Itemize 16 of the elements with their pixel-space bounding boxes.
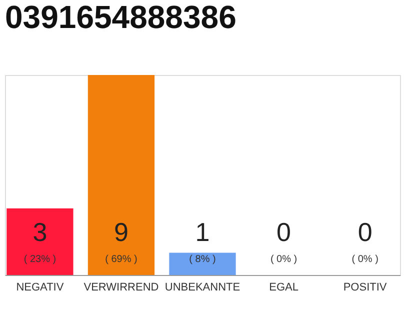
x-tick-label: VERWIRREND — [84, 282, 159, 294]
data-label: 9 — [114, 217, 128, 247]
annotation: ( 0% ) — [270, 254, 298, 265]
data-label: 0 — [276, 217, 292, 247]
x-tick-label: EGAL — [269, 282, 298, 294]
data-label: 1 — [195, 217, 210, 247]
x-tick-label: UNBEKANNTE — [164, 282, 240, 294]
x-tick-label: NEGATIV — [16, 282, 64, 294]
annotation: ( 69% ) — [105, 254, 138, 265]
x-tick-label: POSITIV — [343, 282, 388, 294]
data-label: 3 — [32, 217, 48, 247]
annotation: ( 8% ) — [189, 254, 216, 265]
data-label: 0 — [358, 217, 372, 247]
chart-title: 0391654888386 — [5, 0, 236, 35]
annotation: ( 0% ) — [352, 254, 378, 265]
annotation: ( 23% ) — [24, 254, 56, 265]
